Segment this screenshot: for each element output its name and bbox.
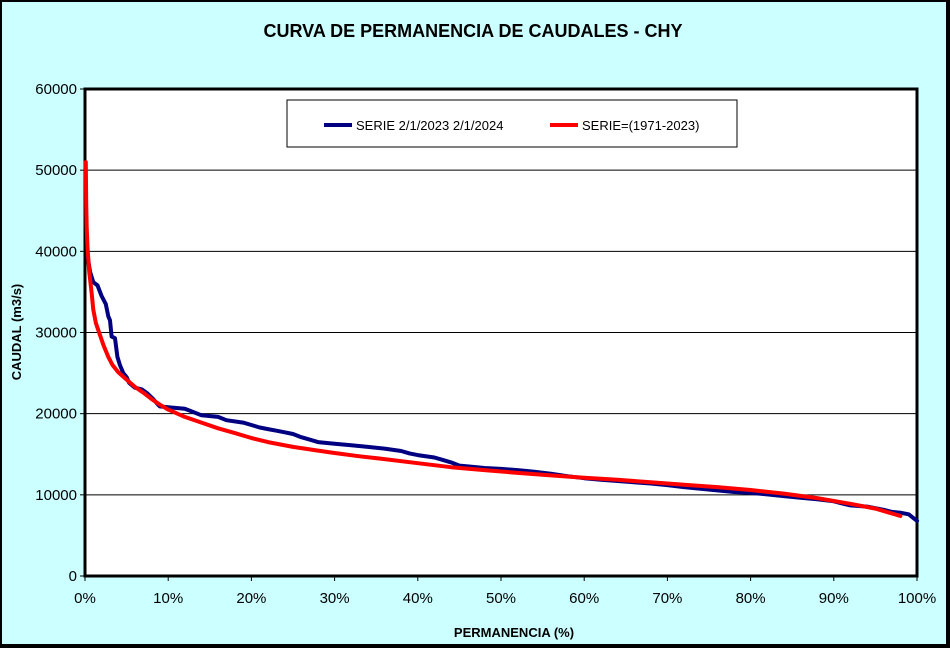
y-axis-ticks: 0 10000 20000 30000 40000 50000 60000 (35, 81, 85, 585)
legend-label-serie-historica: SERIE=(1971-2023) (582, 118, 699, 133)
y-tick-label: 0 (69, 568, 77, 585)
x-tick-label: 60% (569, 590, 599, 607)
y-tick-label: 60000 (35, 81, 77, 98)
y-tick-label: 30000 (35, 325, 77, 342)
y-axis-title: CAUDAL (m3/s) (9, 284, 24, 381)
chart-title: CURVA DE PERMANENCIA DE CAUDALES - CHY (263, 21, 682, 41)
x-tick-label: 50% (486, 590, 516, 607)
series-line-1 (83, 160, 903, 518)
x-tick-label: 40% (403, 590, 433, 607)
legend-box (286, 99, 738, 148)
series-layer (83, 160, 919, 523)
x-tick-label: 80% (736, 590, 766, 607)
x-tick-label: 30% (320, 590, 350, 607)
legend-label-serie-2023: SERIE 2/1/2023 2/1/2024 (356, 118, 503, 133)
y-tick-label: 20000 (35, 406, 77, 423)
x-tick-label: 10% (153, 590, 183, 607)
x-tick-label: 0% (74, 590, 96, 607)
legend: SERIE 2/1/2023 2/1/2024 SERIE=(1971-2023… (286, 99, 738, 148)
y-tick-label: 10000 (35, 487, 77, 504)
x-tick-label: 100% (898, 590, 936, 607)
x-axis-title: PERMANENCIA (%) (454, 625, 574, 640)
x-tick-label: 90% (819, 590, 849, 607)
y-tick-label: 40000 (35, 243, 77, 260)
x-axis-ticks: 0% 10% 20% 30% 40% 50% 60% 70% 80% 90% 100% (74, 576, 936, 607)
y-tick-label: 50000 (35, 162, 77, 179)
x-tick-label: 70% (652, 590, 682, 607)
x-tick-label: 20% (236, 590, 266, 607)
